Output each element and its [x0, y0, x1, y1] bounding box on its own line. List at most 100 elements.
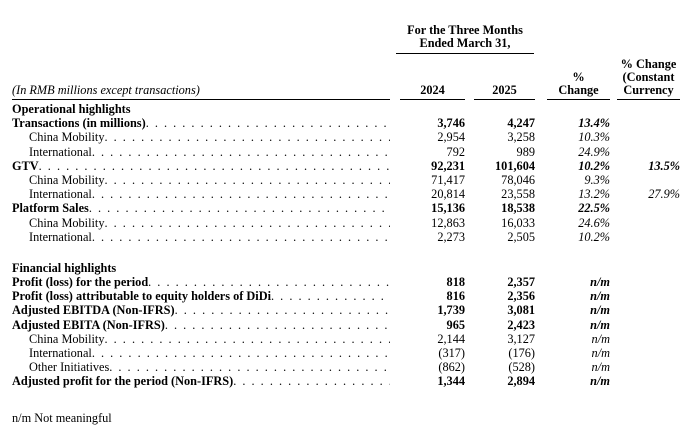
- row-label-wrap: Adjusted EBITA (Non-IFRS): [12, 318, 390, 332]
- row-label: Profit (loss) attributable to equity hol…: [12, 289, 272, 304]
- period-header: For the Three Months Ended March 31,: [396, 24, 534, 54]
- table-row-international: International 792 989 24.9%: [12, 145, 680, 159]
- dot-leader: [92, 145, 390, 159]
- value-2024: 3,746: [437, 116, 465, 131]
- value-2025: 2,505: [507, 229, 535, 244]
- value-2024: 12,863: [431, 215, 465, 230]
- value-pct-change: n/m: [590, 303, 610, 318]
- dot-leader: [105, 173, 391, 187]
- column-header-pct-change: % Change: [547, 24, 610, 100]
- financial-highlights-table: (In RMB millions except transactions) Fo…: [12, 24, 680, 389]
- value-pct-change: 22.5%: [578, 201, 610, 216]
- period-header-line1: For the Three Months: [407, 23, 523, 37]
- row-label-wrap: China Mobility: [12, 173, 390, 187]
- table-row-china-mobility: China Mobility 2,144 3,127 n/m: [12, 332, 680, 346]
- value-2025: 3,081: [507, 303, 535, 318]
- value-pct-change-cc: 27.9%: [648, 187, 680, 202]
- table-row-adjusted-ebita: Adjusted EBITA (Non-IFRS) 965 2,423 n/m: [12, 318, 680, 332]
- value-2025: 18,538: [501, 201, 535, 216]
- dot-leader: [233, 374, 390, 388]
- row-label: China Mobility: [29, 215, 105, 230]
- table-row-china-mobility: China Mobility 71,417 78,046 9.3%: [12, 173, 680, 187]
- section-label: Operational highlights: [12, 102, 131, 116]
- value-2025: (528): [508, 360, 535, 375]
- value-2024: 965: [446, 317, 465, 332]
- value-2025: 4,247: [507, 116, 535, 131]
- row-label-wrap: Profit (loss) attributable to equity hol…: [12, 289, 390, 303]
- value-2024: 2,273: [437, 229, 465, 244]
- value-2024: 71,417: [431, 172, 465, 187]
- value-2024: 792: [446, 144, 465, 159]
- section-row-operational-highlights: Operational highlights: [12, 102, 680, 116]
- dot-leader: [109, 360, 390, 374]
- table-row-international: International (317) (176) n/m: [12, 346, 680, 360]
- row-label: Profit (loss) for the period: [12, 275, 149, 290]
- row-label: GTV: [12, 158, 39, 173]
- table-row-profit-loss-period: Profit (loss) for the period 818 2,357 n…: [12, 275, 680, 289]
- value-2025: 2,894: [507, 374, 535, 389]
- period-column-group: For the Three Months Ended March 31, 202…: [390, 24, 535, 100]
- section-label: Financial highlights: [12, 260, 117, 275]
- value-2024: 20,814: [431, 187, 465, 202]
- dot-leader: [105, 130, 391, 144]
- value-pct-change: n/m: [590, 317, 610, 332]
- table-row-china-mobility: China Mobility 12,863 16,033 24.6%: [12, 216, 680, 230]
- table-row-adjusted-profit-period: Adjusted profit for the period (Non-IFRS…: [12, 374, 680, 388]
- value-pct-change: 10.2%: [578, 158, 610, 173]
- row-label-wrap: China Mobility: [12, 332, 390, 346]
- value-pct-change: n/m: [591, 346, 610, 360]
- column-header-2024: 2024: [400, 84, 465, 100]
- row-label-wrap: Adjusted profit for the period (Non-IFRS…: [12, 374, 390, 388]
- value-pct-change: 13.4%: [578, 116, 610, 131]
- dot-leader: [92, 230, 390, 244]
- column-header-2025: 2025: [474, 84, 535, 100]
- pct-change-line2: Change: [558, 83, 599, 97]
- value-pct-change: 24.6%: [578, 215, 610, 230]
- table-body: Operational highlights Transactions (in …: [12, 100, 680, 389]
- value-2024: 1,344: [437, 374, 465, 389]
- dot-leader: [148, 275, 390, 289]
- table-row-platform-sales: Platform Sales 15,136 18,538 22.5%: [12, 201, 680, 215]
- value-pct-change: n/m: [590, 289, 610, 304]
- value-pct-change: n/m: [590, 275, 610, 290]
- table-row-international: International 2,273 2,505 10.2%: [12, 230, 680, 244]
- value-2025: 2,356: [507, 289, 535, 304]
- row-label-wrap: International: [12, 230, 390, 244]
- value-2024: 92,231: [431, 158, 465, 173]
- row-label-wrap: China Mobility: [12, 130, 390, 144]
- row-label: International: [29, 229, 92, 244]
- row-label-wrap: Other Initiatives: [12, 360, 390, 374]
- row-label-wrap: GTV: [12, 159, 390, 173]
- value-2025: (176): [508, 346, 535, 360]
- pct-change-line1: %: [572, 70, 585, 84]
- dot-leader: [146, 116, 390, 130]
- value-pct-change-cc: 13.5%: [648, 158, 680, 173]
- row-label-wrap: International: [12, 346, 390, 360]
- row-label: Transactions (in millions): [12, 116, 146, 131]
- column-header-pct-change-constant-currency: % Change (Constant Currency: [617, 24, 680, 100]
- row-label: Adjusted profit for the period (Non-IFRS…: [12, 374, 234, 389]
- row-label: Adjusted EBITA (Non-IFRS): [12, 317, 165, 332]
- spacer-row: [12, 244, 680, 261]
- value-2025: 78,046: [501, 172, 535, 187]
- row-label-wrap: Profit (loss) for the period: [12, 275, 390, 289]
- row-label: China Mobility: [29, 130, 105, 145]
- row-label-wrap: Transactions (in millions): [12, 116, 390, 130]
- value-2024: 818: [446, 275, 465, 290]
- row-label: Other Initiatives: [29, 360, 110, 375]
- value-pct-change: n/m: [590, 374, 610, 389]
- cc-header-line1: % Change: [620, 57, 677, 71]
- dot-leader: [92, 187, 390, 201]
- row-label-wrap: China Mobility: [12, 216, 390, 230]
- value-pct-change: n/m: [591, 331, 610, 346]
- value-2025: 2,357: [507, 275, 535, 290]
- value-2025: 23,558: [501, 187, 535, 202]
- value-pct-change: 13.2%: [578, 187, 610, 202]
- table-row-adjusted-ebitda: Adjusted EBITDA (Non-IFRS) 1,739 3,081 n…: [12, 303, 680, 317]
- dot-leader: [89, 201, 390, 215]
- value-2024: 1,739: [437, 303, 465, 318]
- value-2024: (317): [438, 346, 465, 360]
- value-2025: 3,127: [507, 331, 535, 346]
- row-label: China Mobility: [29, 172, 105, 187]
